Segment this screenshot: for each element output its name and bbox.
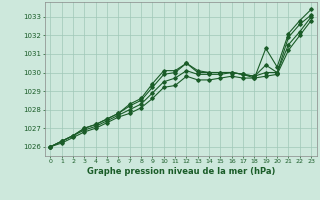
X-axis label: Graphe pression niveau de la mer (hPa): Graphe pression niveau de la mer (hPa) [87,167,275,176]
